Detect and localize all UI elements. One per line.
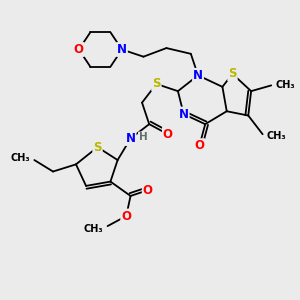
Text: H: H xyxy=(139,132,147,142)
Text: O: O xyxy=(74,43,84,56)
Text: O: O xyxy=(163,128,173,141)
Text: CH₃: CH₃ xyxy=(267,130,286,141)
Text: N: N xyxy=(179,108,189,121)
Text: CH₃: CH₃ xyxy=(11,153,30,163)
Text: S: S xyxy=(228,68,237,80)
Text: S: S xyxy=(152,77,160,91)
Text: N: N xyxy=(125,132,136,145)
Text: CH₃: CH₃ xyxy=(84,224,103,234)
Text: O: O xyxy=(143,184,153,197)
Text: N: N xyxy=(117,43,127,56)
Text: O: O xyxy=(121,209,131,223)
Text: S: S xyxy=(93,141,102,154)
Text: N: N xyxy=(193,69,203,82)
Text: O: O xyxy=(194,139,205,152)
Text: CH₃: CH₃ xyxy=(275,80,295,90)
